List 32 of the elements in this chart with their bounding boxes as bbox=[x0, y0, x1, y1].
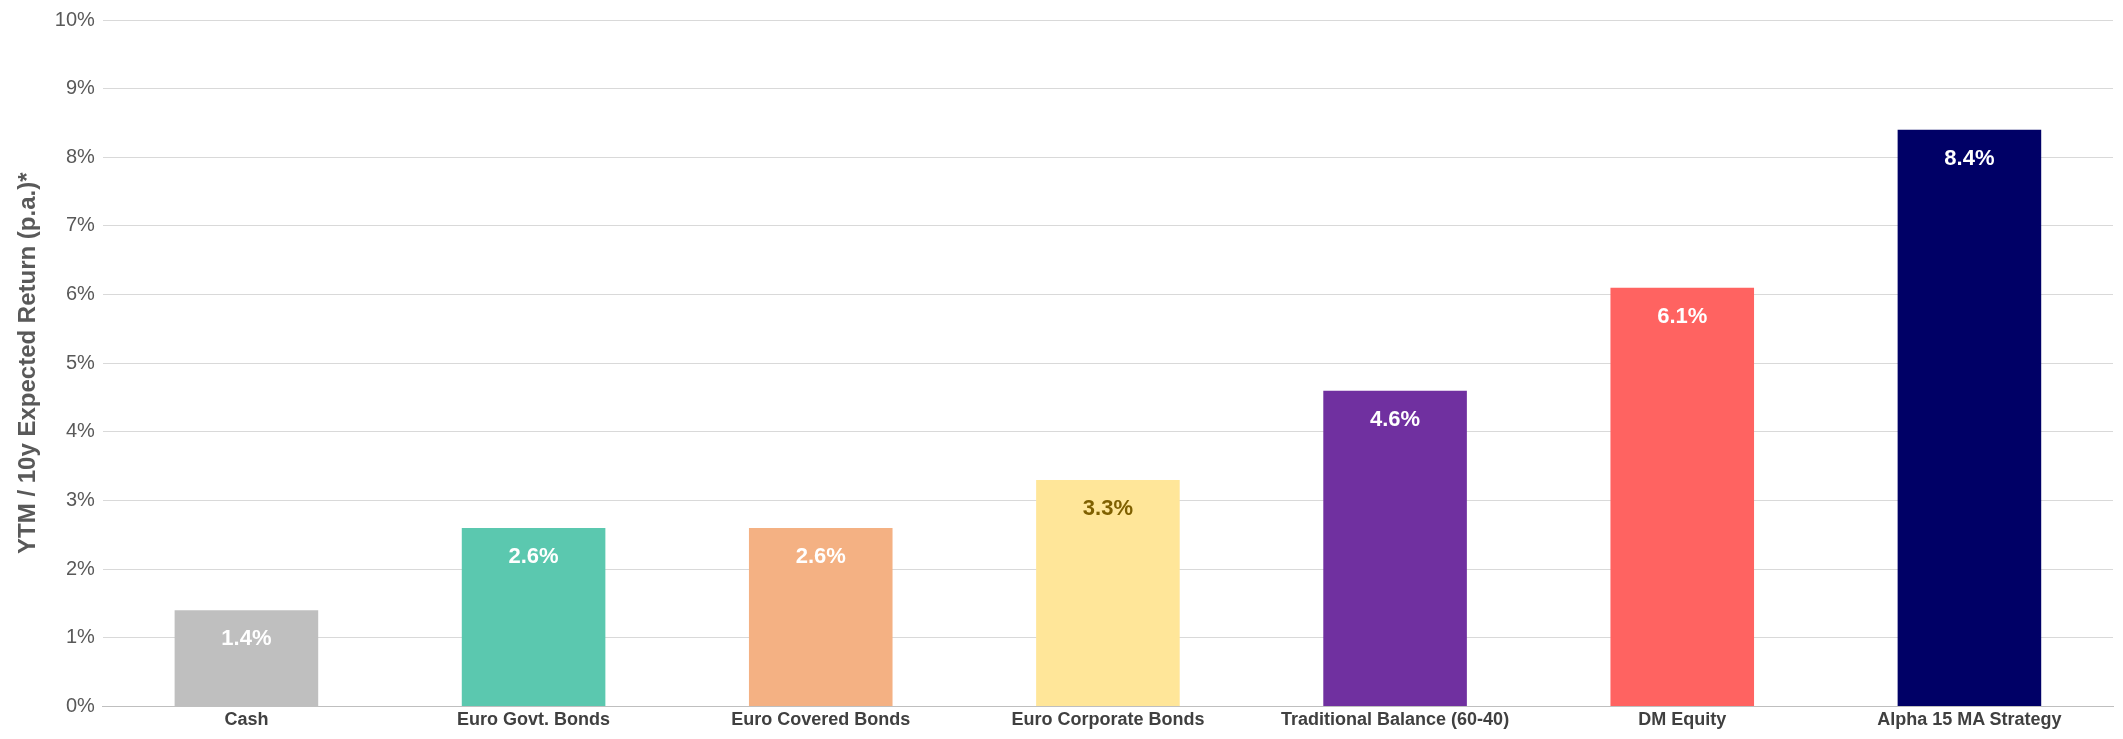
y-tick-label: 5% bbox=[65, 350, 96, 373]
data-label: 1.4% bbox=[221, 625, 272, 651]
y-axis-title: YTM / 10y Expected Return (p.a.)* bbox=[13, 171, 41, 554]
y-tick-label: 3% bbox=[65, 488, 96, 510]
y-tick-label: 9% bbox=[65, 76, 96, 99]
y-tick-label: 10% bbox=[54, 7, 96, 30]
x-tick-label: DM Equity bbox=[1638, 709, 1727, 730]
data-label: 4.6% bbox=[1370, 405, 1421, 431]
data-label: 8.4% bbox=[1944, 144, 1995, 170]
y-tick-label: 1% bbox=[65, 625, 96, 648]
bar bbox=[1323, 390, 1467, 706]
x-tick-label: Euro Govt. Bonds bbox=[457, 709, 611, 730]
y-tick-label: 0% bbox=[65, 693, 96, 716]
y-tick-label: 8% bbox=[65, 144, 96, 167]
y-tick-label: 2% bbox=[65, 556, 96, 579]
x-tick-label: Cash bbox=[224, 709, 269, 730]
bar bbox=[748, 527, 893, 706]
x-tick-label: Traditional Balance (60-40) bbox=[1281, 709, 1510, 730]
data-label: 2.6% bbox=[795, 543, 846, 568]
y-tick-label: 4% bbox=[65, 419, 96, 442]
y-tick-label: 7% bbox=[65, 213, 96, 236]
bar bbox=[1036, 479, 1180, 706]
bar bbox=[1610, 287, 1755, 706]
data-label: 3.3% bbox=[1082, 494, 1133, 520]
bar bbox=[461, 527, 606, 706]
bar bbox=[1897, 129, 2042, 706]
x-tick-label: Euro Covered Bonds bbox=[731, 709, 911, 730]
data-label: 6.1% bbox=[1657, 302, 1708, 328]
x-tick-label: Alpha 15 MA Strategy bbox=[1877, 709, 2062, 730]
x-tick-label: Euro Corporate Bonds bbox=[1011, 709, 1205, 730]
data-label: 2.6% bbox=[508, 543, 559, 568]
y-tick-label: 6% bbox=[65, 282, 96, 305]
